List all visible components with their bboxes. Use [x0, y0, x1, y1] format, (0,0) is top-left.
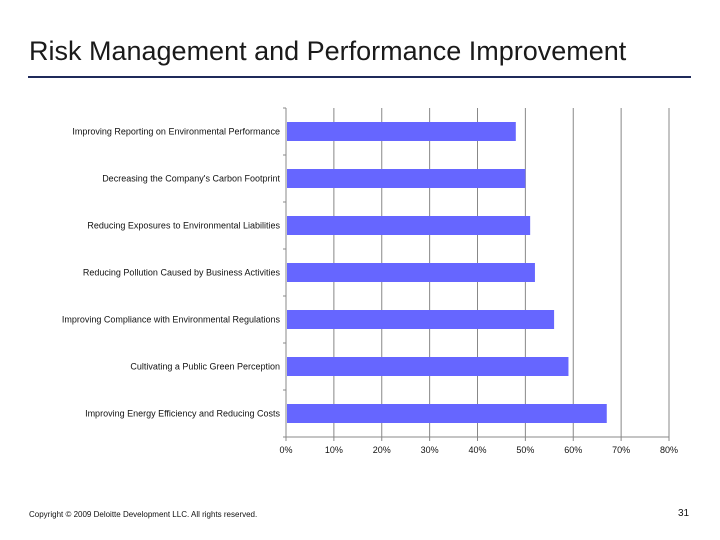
x-tick-label: 40%: [468, 445, 486, 455]
x-tick-label: 60%: [564, 445, 582, 455]
category-label: Improving Energy Efficiency and Reducing…: [85, 409, 280, 419]
bar: [287, 169, 526, 188]
category-label: Reducing Pollution Caused by Business Ac…: [83, 268, 281, 278]
page-number: 31: [678, 508, 690, 519]
category-label: Decreasing the Company's Carbon Footprin…: [102, 174, 280, 184]
bar: [287, 357, 569, 376]
x-tick-label: 80%: [660, 445, 678, 455]
category-label: Cultivating a Public Green Perception: [130, 362, 280, 372]
x-tick-label: 30%: [421, 445, 439, 455]
copyright-footer: Copyright © 2009 Deloitte Development LL…: [29, 510, 258, 519]
category-label: Improving Compliance with Environmental …: [62, 315, 281, 325]
category-label: Reducing Exposures to Environmental Liab…: [87, 221, 280, 231]
bar: [287, 216, 531, 235]
bar: [287, 404, 607, 423]
category-label: Improving Reporting on Environmental Per…: [72, 127, 280, 137]
x-tick-label: 0%: [279, 445, 292, 455]
x-tick-label: 10%: [325, 445, 343, 455]
x-tick-label: 70%: [612, 445, 630, 455]
x-tick-label: 20%: [373, 445, 391, 455]
title-divider: [28, 76, 691, 78]
bar: [287, 263, 535, 282]
slide-title: Risk Management and Performance Improvem…: [29, 36, 627, 66]
x-tick-label: 50%: [516, 445, 534, 455]
bar: [287, 122, 516, 141]
bar: [287, 310, 555, 329]
